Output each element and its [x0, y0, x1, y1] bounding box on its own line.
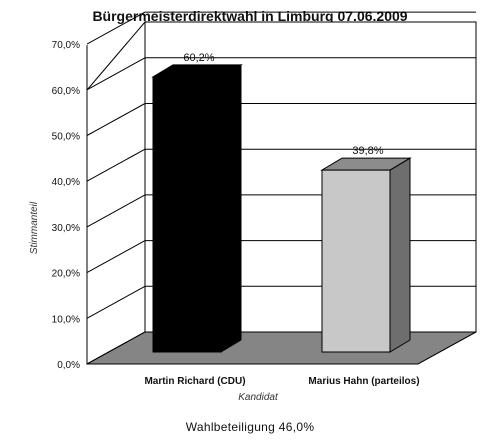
data-labels: 60,2% 39,8% — [183, 52, 383, 157]
bar-1 — [151, 64, 243, 353]
data-label: 60,2% — [183, 52, 214, 64]
bar-front — [321, 169, 391, 353]
y-tick-label: 10,0% — [52, 314, 80, 325]
turnout-annotation: Wahlbeteiligung 46,0% — [186, 420, 315, 434]
gridline-side — [86, 240, 146, 274]
gridline-side — [86, 194, 146, 228]
chart-floor — [86, 331, 477, 365]
category-label: Martin Richard (CDU) — [144, 376, 245, 387]
bar-front — [152, 76, 222, 353]
y-tick-label: 40,0% — [52, 177, 80, 188]
gridline-side — [86, 285, 146, 319]
y-axis-label: Stimmanteil — [29, 201, 40, 254]
gridline-side — [86, 11, 146, 45]
x-axis-label: Kandidat — [238, 392, 279, 403]
bar-side — [389, 157, 411, 353]
bars — [151, 64, 412, 353]
gridline-side — [86, 103, 146, 136]
y-tick-label: 50,0% — [52, 132, 80, 143]
y-tick-label: 0,0% — [57, 360, 80, 371]
gridline-side — [86, 57, 146, 91]
y-tick-labels: 0,0% 10,0% 20,0% 30,0% 40,0% 50,0% 60,0% 70,0% — [52, 40, 80, 371]
y-tick-label: 20,0% — [52, 269, 80, 280]
y-tick-label: 60,0% — [52, 86, 80, 97]
bar-2 — [320, 157, 412, 353]
bar-side — [220, 64, 242, 353]
y-tick-label: 30,0% — [52, 223, 80, 234]
category-labels: Martin Richard (CDU) Marius Hahn (parteil… — [144, 376, 419, 387]
data-label: 39,8% — [352, 145, 383, 157]
gridline-side — [86, 148, 146, 182]
y-tick-label: 70,0% — [52, 40, 80, 51]
category-label: Marius Hahn (parteilos) — [308, 376, 419, 387]
